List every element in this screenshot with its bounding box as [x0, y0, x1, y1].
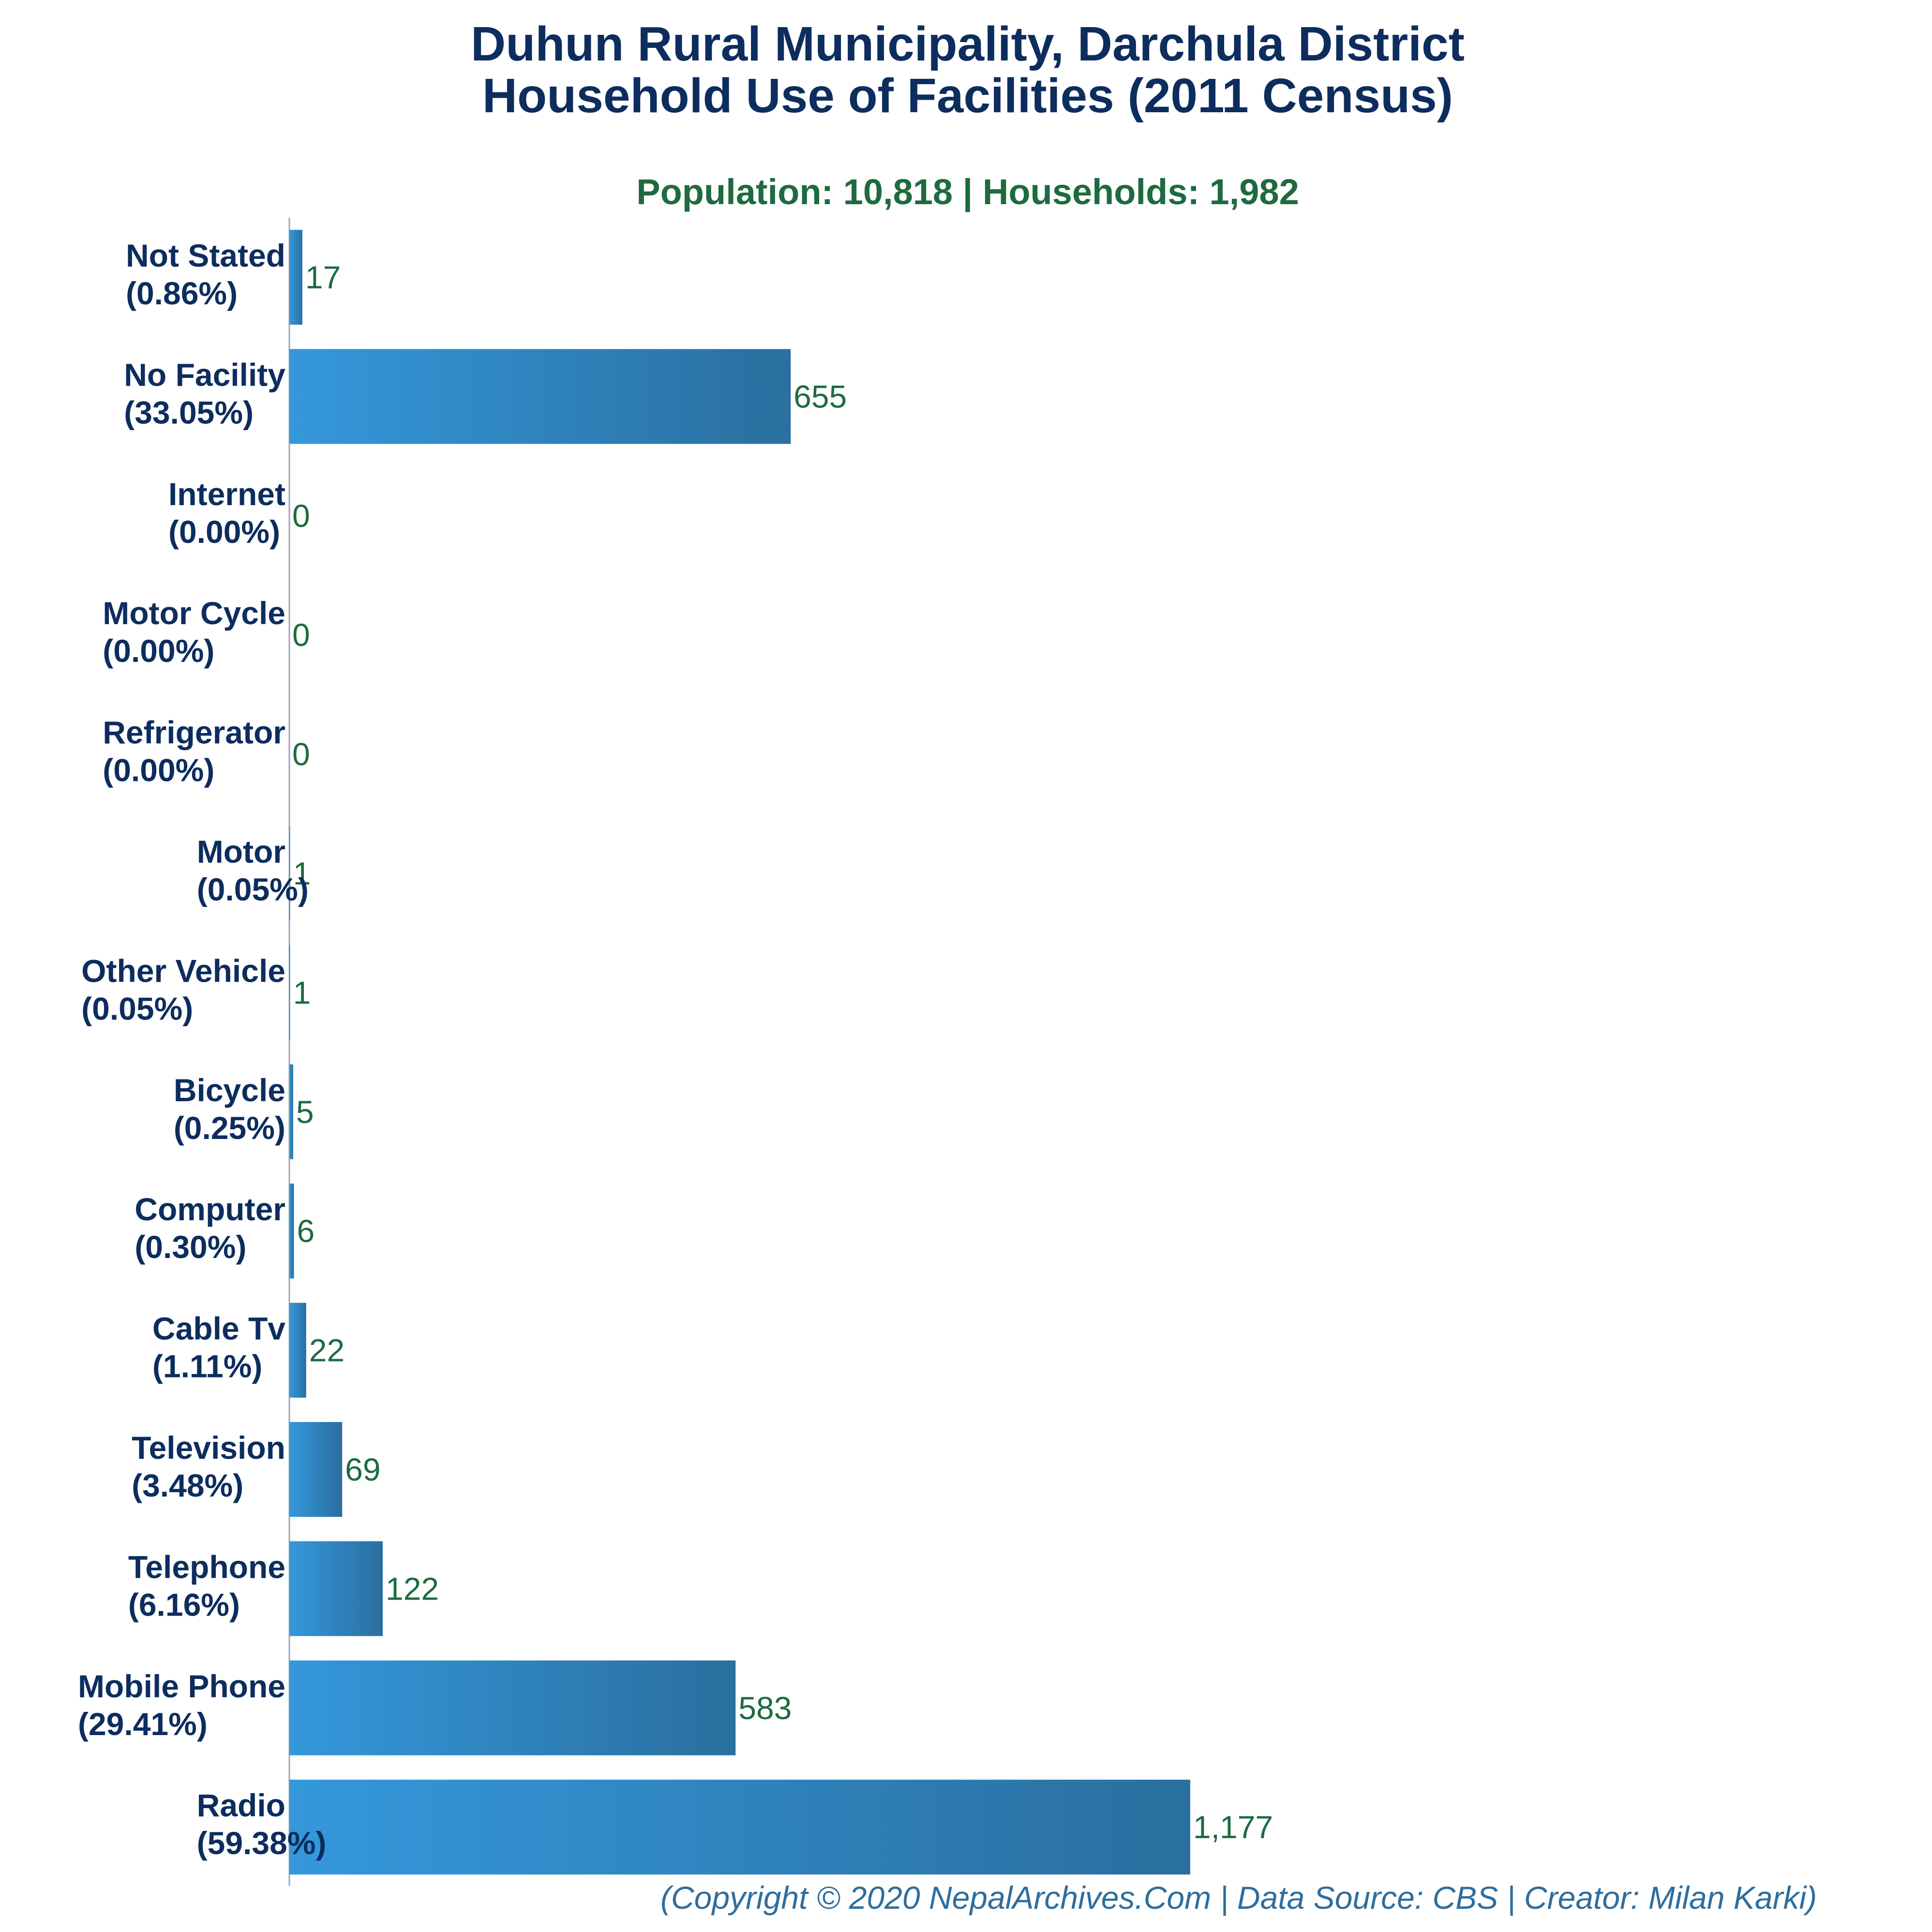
chart-title-line2: Household Use of Facilities (2011 Census… — [482, 69, 1453, 123]
bar-no-facility — [289, 349, 791, 444]
percent-label-motor: (0.05%) — [197, 871, 309, 907]
percent-label-not-stated: (0.86%) — [126, 275, 238, 311]
bar-other-vehicle — [289, 945, 290, 1040]
value-label-motor-cycle: 0 — [292, 617, 310, 653]
bar-mobile-phone — [289, 1660, 736, 1755]
percent-label-telephone: (6.16%) — [128, 1587, 240, 1622]
value-label-refrigerator: 0 — [292, 736, 310, 772]
category-label-mobile-phone: Mobile Phone — [78, 1668, 285, 1704]
category-label-not-stated: Not Stated — [126, 238, 285, 273]
value-label-not-stated: 17 — [305, 259, 341, 295]
percent-label-refrigerator: (0.00%) — [103, 752, 214, 788]
value-label-telephone: 122 — [386, 1571, 439, 1606]
bar-computer — [289, 1183, 294, 1279]
value-label-television: 69 — [345, 1452, 380, 1487]
chart-subtitle: Population: 10,818 | Households: 1,982 — [636, 172, 1299, 212]
percent-label-other-vehicle: (0.05%) — [81, 990, 193, 1026]
bar-television — [289, 1422, 343, 1517]
category-label-internet: Internet — [168, 476, 285, 512]
bar-bicycle — [289, 1064, 293, 1159]
value-label-bicycle: 5 — [296, 1094, 314, 1130]
value-label-motor: 1 — [293, 855, 311, 891]
bar-telephone — [289, 1541, 383, 1636]
percent-label-internet: (0.00%) — [168, 514, 280, 550]
percent-label-cable-tv: (1.11%) — [152, 1348, 262, 1384]
bar-motor — [289, 826, 290, 921]
category-label-radio: Radio — [197, 1787, 285, 1823]
value-label-cable-tv: 22 — [309, 1333, 344, 1368]
value-label-no-facility: 655 — [794, 378, 847, 414]
percent-label-radio: (59.38%) — [197, 1825, 327, 1861]
percent-label-computer: (0.30%) — [135, 1229, 246, 1265]
percent-label-mobile-phone: (29.41%) — [78, 1706, 208, 1742]
value-label-other-vehicle: 1 — [293, 974, 311, 1010]
value-label-internet: 0 — [292, 498, 310, 534]
category-label-computer: Computer — [135, 1191, 285, 1227]
category-label-telephone: Telephone — [128, 1549, 285, 1585]
category-label-bicycle: Bicycle — [174, 1072, 285, 1108]
category-label-motor: Motor — [197, 834, 285, 869]
category-label-other-vehicle: Other Vehicle — [81, 953, 285, 988]
bar-not-stated — [289, 230, 302, 325]
category-label-no-facility: No Facility — [124, 357, 285, 392]
value-label-computer: 6 — [297, 1213, 315, 1249]
bar-radio — [289, 1780, 1190, 1875]
category-label-motor-cycle: Motor Cycle — [103, 595, 285, 631]
category-label-cable-tv: Cable Tv — [152, 1311, 285, 1347]
bars-group: 17 Not Stated(0.86%) 655 No Facility(33.05%… — [78, 230, 1273, 1875]
chart-title: Duhun Rural Municipality, Darchula Distr… — [471, 17, 1465, 71]
chart-footer: (Copyright © 2020 NepalArchives.Com | Da… — [660, 1880, 1817, 1917]
percent-label-motor-cycle: (0.00%) — [103, 633, 214, 669]
value-label-mobile-phone: 583 — [738, 1690, 792, 1726]
percent-label-television: (3.48%) — [132, 1468, 243, 1503]
category-label-refrigerator: Refrigerator — [103, 715, 285, 750]
percent-label-bicycle: (0.25%) — [174, 1110, 285, 1146]
percent-label-no-facility: (33.05%) — [124, 394, 254, 430]
category-label-television: Television — [132, 1430, 285, 1466]
bar-cable-tv — [289, 1303, 306, 1398]
value-label-radio: 1,177 — [1193, 1809, 1273, 1845]
